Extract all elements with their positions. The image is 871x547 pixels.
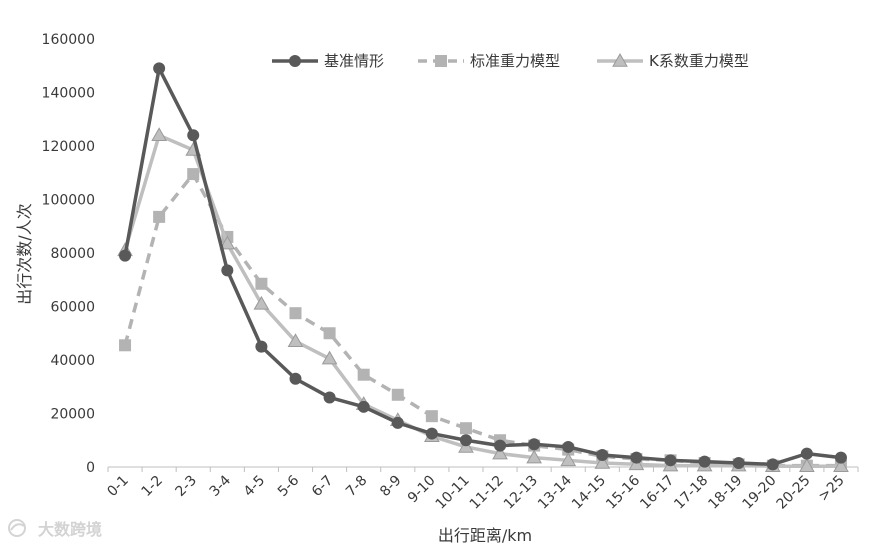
legend-item: K系数重力模型 (597, 52, 749, 70)
data-point (323, 391, 336, 404)
data-point (425, 410, 438, 423)
x-tick-label: 8-9 (377, 473, 404, 500)
x-tick-label: 16-17 (637, 473, 677, 513)
series-line (123, 66, 842, 467)
y-tick-label: 140000 (42, 86, 95, 102)
data-point (187, 168, 200, 181)
data-point (255, 277, 268, 290)
data-point (630, 451, 643, 464)
legend-item: 标准重力模型 (418, 52, 560, 70)
series-2 (119, 168, 847, 472)
watermark: 大数跨境 (8, 519, 102, 539)
data-point (664, 454, 677, 467)
series-line (123, 133, 841, 468)
x-tick-label: 11-12 (467, 473, 507, 513)
y-tick-label: 80000 (50, 246, 95, 262)
y-tick-label: 100000 (42, 193, 95, 209)
data-point (321, 350, 338, 365)
data-point (357, 400, 370, 413)
legend-label: 标准重力模型 (470, 52, 560, 70)
data-point (119, 339, 132, 352)
data-point (289, 372, 302, 385)
data-point (834, 451, 847, 464)
legend-item: 基准情形 (272, 52, 384, 70)
data-point (153, 210, 166, 223)
data-point (221, 264, 234, 277)
y-tick-label: 60000 (50, 300, 95, 316)
series-line (123, 172, 841, 468)
data-point (560, 452, 577, 467)
y-tick-label: 20000 (50, 407, 95, 423)
data-point (323, 327, 336, 340)
data-point (287, 333, 304, 348)
data-point (151, 127, 167, 142)
x-axis-title: 出行距离/km (438, 526, 532, 545)
series-layer (117, 62, 849, 472)
y-axis-title: 出行次数/人次 (15, 203, 34, 304)
x-tick-label: 6-7 (309, 473, 336, 500)
data-point (357, 368, 370, 381)
y-tick-label: 40000 (50, 353, 95, 369)
data-point (594, 454, 611, 469)
data-point (800, 447, 813, 460)
x-axis-ticks: 0-1 1-2 2-3 3-4 4-5 5-6 6-7 7-8 8-9 9-1010-1111-1… (104, 467, 859, 513)
data-point (528, 438, 541, 451)
x-tick-label: 0-1 (104, 473, 131, 500)
series-1 (119, 62, 847, 471)
x-tick-label: 12-13 (501, 473, 541, 513)
x-tick-label: 20-25 (774, 473, 814, 513)
data-point (119, 249, 132, 262)
series-3 (117, 127, 849, 472)
x-tick-label: 18-19 (705, 473, 745, 513)
data-point (799, 458, 815, 472)
data-point (459, 422, 472, 435)
y-axis-ticks: 0 20000 40000 60000 80000 100000 120000 140000 1… (42, 32, 95, 476)
legend-label: K系数重力模型 (649, 52, 749, 70)
data-point (253, 295, 270, 310)
data-point (425, 427, 438, 440)
y-tick-label: 160000 (42, 32, 95, 48)
data-point (153, 62, 166, 75)
data-point (596, 448, 609, 461)
x-tick-label: 3-4 (207, 472, 235, 500)
data-point (255, 340, 268, 353)
x-tick-label: 13-14 (535, 472, 575, 512)
x-tick-label: 19-20 (740, 473, 780, 513)
x-tick-label: 2-3 (173, 473, 200, 500)
x-tick-label: 4-5 (241, 473, 268, 500)
data-point (219, 235, 236, 250)
legend-marker (612, 52, 628, 67)
legend-marker (289, 55, 301, 67)
x-tick-label: 5-6 (275, 472, 303, 500)
x-tick-label: 15-16 (603, 472, 643, 512)
data-point (698, 455, 711, 468)
data-point (562, 440, 575, 453)
x-tick-label: 10-11 (433, 473, 473, 513)
legend: 基准情形 标准重力模型 K系数重力模型 (272, 52, 749, 70)
x-tick-label: 14-15 (569, 473, 609, 513)
x-tick-label: >25 (816, 473, 848, 505)
data-point (766, 458, 779, 471)
data-point (833, 458, 849, 472)
data-point (459, 434, 472, 447)
x-tick-label: 7-8 (343, 473, 370, 500)
x-tick-label: 1-2 (138, 473, 165, 500)
data-point (187, 129, 200, 142)
y-tick-label: 120000 (42, 139, 95, 155)
data-point (391, 416, 404, 429)
data-point (526, 449, 542, 464)
watermark-text: 大数跨境 (38, 520, 102, 539)
legend-marker (435, 55, 447, 67)
data-point (391, 388, 404, 401)
data-point (732, 456, 745, 469)
data-point (289, 307, 302, 320)
legend-label: 基准情形 (324, 52, 384, 70)
y-tick-label: 0 (86, 460, 95, 476)
watermark-logo-icon (8, 519, 26, 537)
x-tick-label: 17-18 (671, 473, 711, 513)
data-point (492, 445, 508, 460)
data-point (494, 439, 507, 452)
